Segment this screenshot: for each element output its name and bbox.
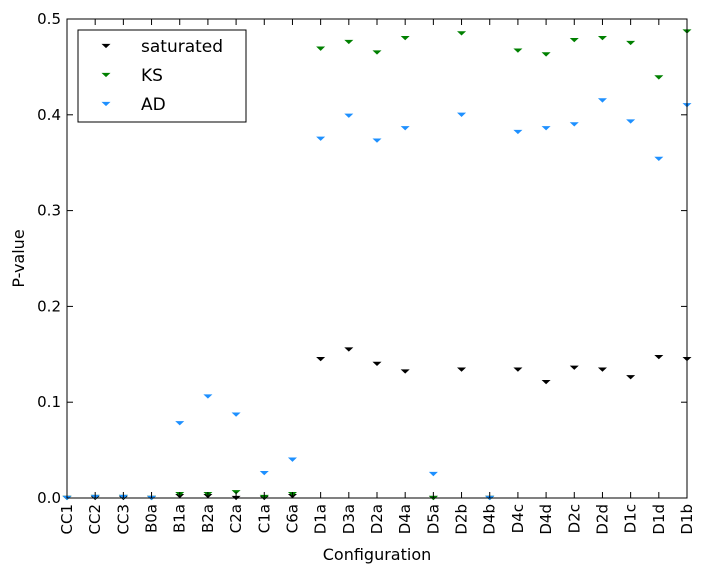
data-point (400, 369, 410, 374)
x-tick-label: CC3 (114, 504, 132, 535)
x-tick-label: C6a (283, 504, 301, 533)
y-tick-label: 0.2 (37, 297, 61, 315)
x-tick-label: C2a (227, 504, 245, 533)
x-tick-label: D2d (593, 504, 611, 535)
x-tick-label: B0a (143, 504, 161, 533)
data-point (316, 46, 326, 51)
data-point (457, 31, 467, 36)
data-point (597, 98, 607, 103)
x-tick-label: D1c (622, 504, 640, 533)
data-point (513, 48, 523, 53)
data-point (569, 37, 579, 43)
data-point (597, 36, 607, 41)
data-point (372, 138, 382, 143)
data-point (400, 36, 410, 41)
y-tick-label: 0.3 (37, 202, 61, 220)
x-tick-label: CC2 (86, 504, 104, 535)
data-point (231, 412, 241, 417)
x-axis-label: Configuration (323, 545, 432, 564)
data-point (400, 126, 410, 131)
y-tick-label: 0.1 (37, 393, 61, 411)
data-point (344, 113, 354, 118)
data-point (541, 379, 551, 385)
y-tick-label: 0.0 (37, 489, 61, 507)
x-tick-label: CC1 (58, 504, 76, 535)
y-tick-label: 0.4 (37, 106, 61, 124)
legend-marker (101, 101, 111, 107)
data-point (372, 361, 382, 367)
data-point (654, 75, 664, 80)
x-tick-label: D1b (678, 504, 696, 535)
data-point (372, 50, 382, 55)
data-point (513, 367, 523, 372)
x-tick-label: D3a (340, 504, 358, 534)
y-tick-label: 0.5 (37, 10, 61, 28)
x-tick-label: D1d (650, 504, 668, 535)
data-point (569, 122, 579, 127)
y-axis-label: P-value (9, 229, 28, 287)
data-point (569, 365, 579, 370)
x-tick-label: D4a (396, 504, 414, 534)
x-tick-label: D2a (368, 504, 386, 534)
data-point (203, 394, 213, 399)
data-point (654, 156, 664, 162)
data-point (259, 470, 269, 476)
legend-label: KS (141, 66, 163, 86)
x-tick-label: D2c (565, 504, 583, 533)
x-tick-label: D4c (509, 504, 527, 533)
data-point (626, 40, 636, 46)
x-tick-label: D5a (424, 504, 442, 534)
data-point (316, 136, 326, 141)
legend-label: AD (141, 95, 166, 115)
x-tick-label: D2b (453, 504, 471, 535)
x-tick-label: B1a (171, 504, 189, 533)
legend-label: saturated (141, 37, 223, 57)
x-tick-label: C1a (255, 504, 273, 533)
data-point (457, 112, 467, 117)
data-point (428, 471, 438, 477)
series-ad (62, 98, 692, 501)
data-point (316, 356, 326, 362)
data-point (344, 347, 354, 352)
x-tick-label: D4b (481, 504, 499, 535)
data-point (597, 367, 607, 372)
x-tick-label: D4d (537, 504, 555, 535)
data-point (541, 126, 551, 131)
legend-marker (101, 72, 111, 78)
data-point (287, 457, 297, 462)
data-point (513, 129, 523, 135)
legend: saturated KS AD (77, 29, 247, 123)
data-point (626, 375, 636, 380)
axis-ticks: 0.0 0.1 0.2 0.3 0.4 0.5 CC1 CC2 CC3 B0a B1a B2a C2a C… (37, 10, 696, 535)
x-tick-label: D1a (312, 504, 330, 534)
data-point (175, 421, 185, 426)
data-point (541, 52, 551, 57)
data-point (626, 119, 636, 124)
legend-marker (101, 43, 111, 49)
series-saturated (62, 347, 692, 501)
x-tick-label: B2a (199, 504, 217, 533)
data-point (457, 367, 467, 372)
data-point (344, 39, 354, 45)
data-point (654, 355, 664, 360)
